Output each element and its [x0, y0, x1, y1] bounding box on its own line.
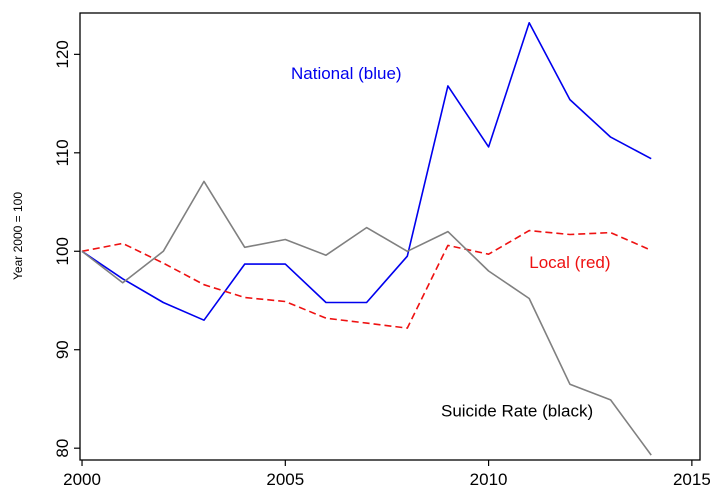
y-tick-label: 80: [53, 439, 72, 458]
annotation-2: Local (red): [529, 253, 610, 272]
y-axis: 80 90 100 110 120: [53, 40, 80, 458]
annotation-3: Suicide Rate (black): [441, 402, 593, 421]
y-tick-label: 110: [53, 139, 72, 166]
plot-frame: [79, 12, 701, 461]
annotation-layer: National (blue) Local (red) Suicide Rate (…: [291, 64, 611, 421]
x-axis: 2000 2005 2010 2015: [63, 460, 710, 489]
y-tick-label: 90: [53, 340, 72, 359]
series-line-1: [81, 21, 652, 322]
series-line-3: [81, 180, 652, 456]
x-tick-label: 2005: [266, 470, 304, 489]
y-tick-label: 100: [53, 237, 72, 265]
x-tick-label: 2015: [673, 470, 710, 489]
annotation-1: National (blue): [291, 64, 402, 83]
y-tick-label: 120: [53, 40, 72, 68]
y-axis-label: Year 2000 = 100: [11, 192, 25, 280]
x-tick-label: 2000: [63, 470, 101, 489]
series-line-2: [81, 229, 652, 329]
x-tick-label: 2010: [470, 470, 508, 489]
series-layer: [81, 21, 652, 456]
